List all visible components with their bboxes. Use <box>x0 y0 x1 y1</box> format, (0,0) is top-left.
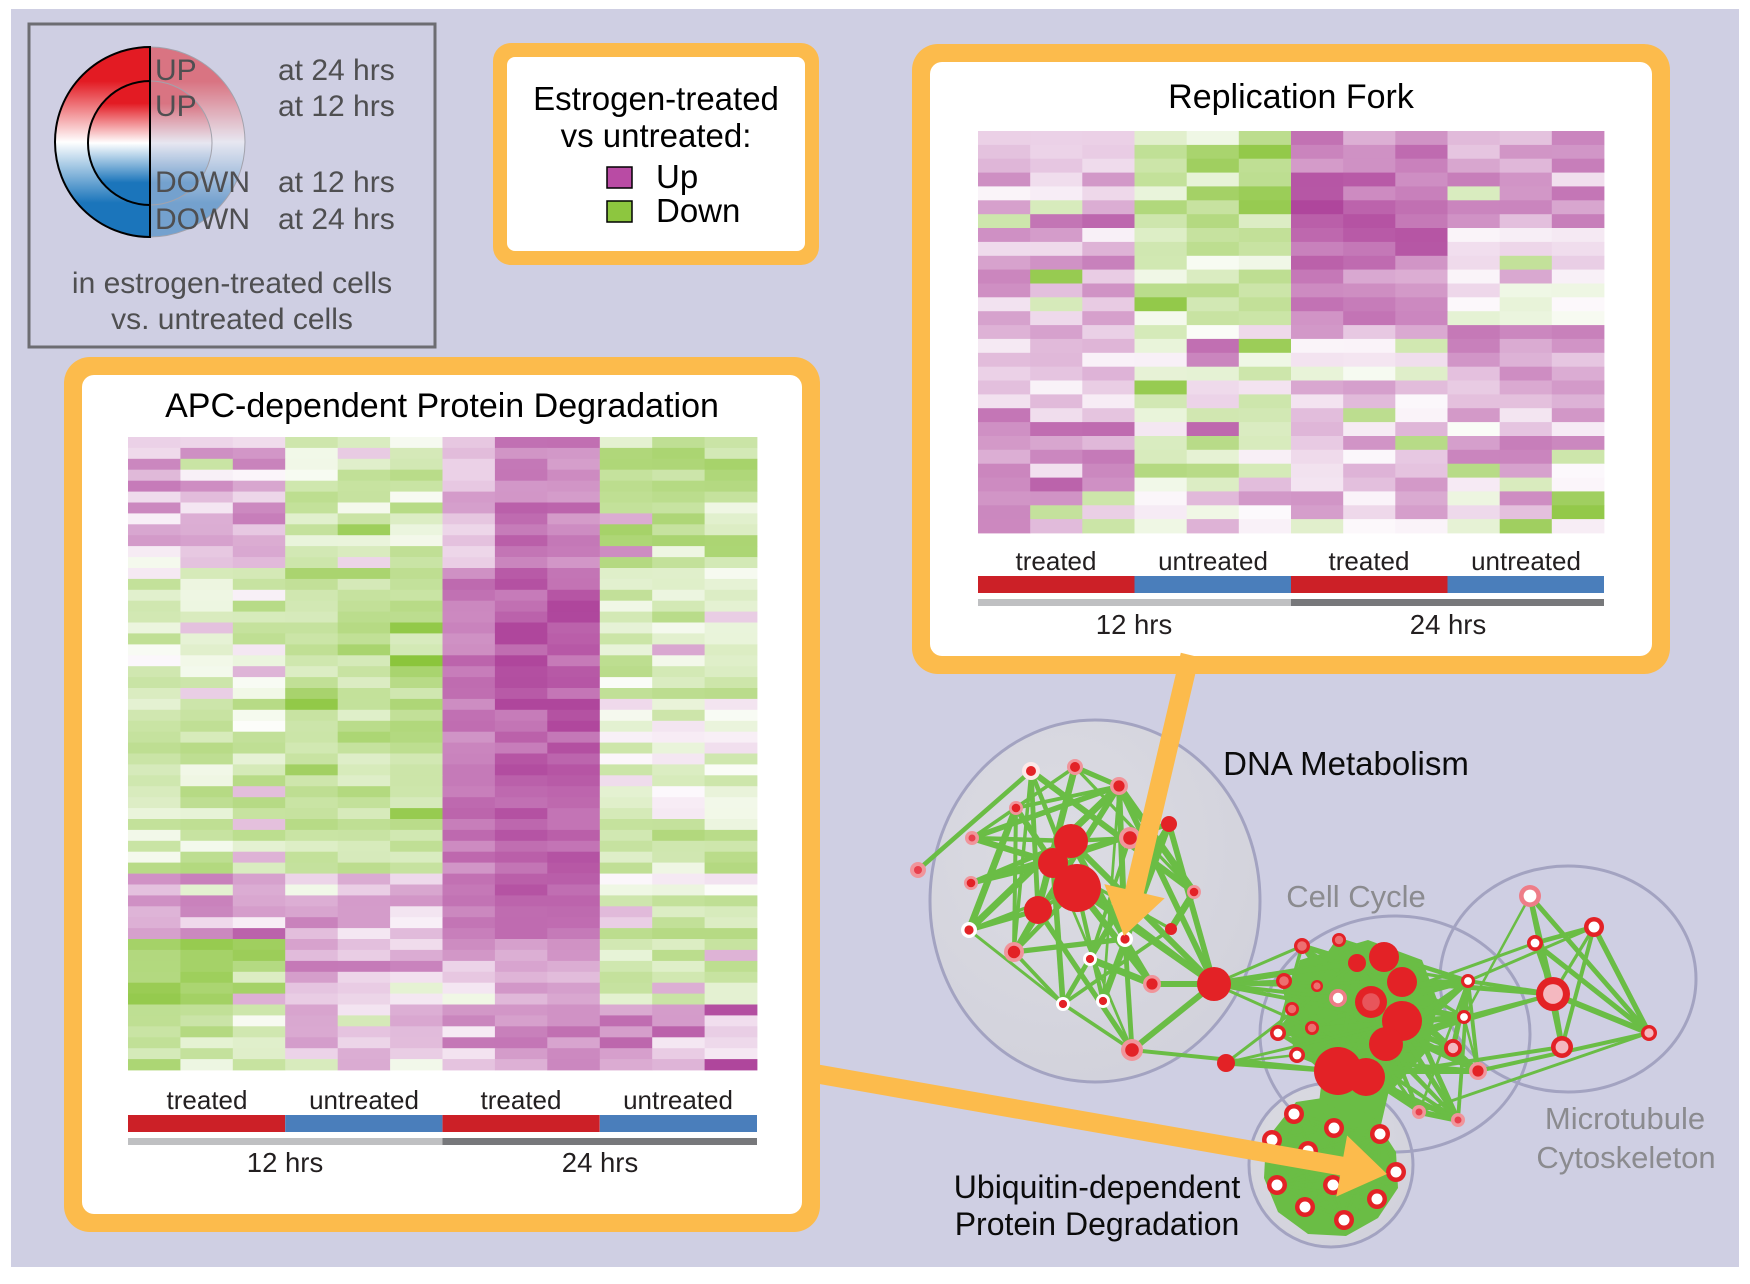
svg-text:24 hrs: 24 hrs <box>562 1147 638 1178</box>
svg-text:at 12 hrs: at 12 hrs <box>278 166 395 199</box>
svg-text:untreated: untreated <box>1471 546 1581 576</box>
svg-text:treated: treated <box>481 1085 562 1115</box>
svg-text:DOWN: DOWN <box>155 166 250 199</box>
svg-text:24 hrs: 24 hrs <box>1410 609 1486 640</box>
svg-text:vs untreated:: vs untreated: <box>561 117 752 154</box>
svg-text:untreated: untreated <box>1158 546 1268 576</box>
svg-text:treated: treated <box>1329 546 1410 576</box>
svg-text:Microtubule: Microtubule <box>1545 1101 1705 1136</box>
svg-text:APC-dependent Protein Degradat: APC-dependent Protein Degradation <box>165 387 719 425</box>
svg-text:Up: Up <box>656 158 698 195</box>
svg-text:DNA Metabolism: DNA Metabolism <box>1223 745 1469 782</box>
svg-text:untreated: untreated <box>309 1085 419 1115</box>
svg-text:DOWN: DOWN <box>155 203 250 236</box>
svg-text:at 24 hrs: at 24 hrs <box>278 203 395 236</box>
svg-text:Ubiquitin-dependent: Ubiquitin-dependent <box>954 1169 1241 1205</box>
svg-text:untreated: untreated <box>623 1085 733 1115</box>
svg-text:Cell Cycle: Cell Cycle <box>1286 879 1426 914</box>
svg-text:treated: treated <box>1016 546 1097 576</box>
svg-text:vs. untreated cells: vs. untreated cells <box>111 303 353 336</box>
svg-text:12 hrs: 12 hrs <box>1096 609 1172 640</box>
svg-text:Replication Fork: Replication Fork <box>1168 78 1415 116</box>
svg-text:treated: treated <box>167 1085 248 1115</box>
svg-text:Down: Down <box>656 192 740 229</box>
svg-text:Protein Degradation: Protein Degradation <box>955 1206 1240 1242</box>
svg-text:Estrogen-treated: Estrogen-treated <box>533 80 779 117</box>
svg-text:Cytoskeleton: Cytoskeleton <box>1536 1140 1715 1175</box>
svg-text:12 hrs: 12 hrs <box>247 1147 323 1178</box>
svg-text:UP: UP <box>155 54 197 87</box>
svg-text:in estrogen-treated cells: in estrogen-treated cells <box>72 267 392 300</box>
svg-text:UP: UP <box>155 90 197 123</box>
svg-text:at 24 hrs: at 24 hrs <box>278 54 395 87</box>
svg-text:at 12 hrs: at 12 hrs <box>278 90 395 123</box>
